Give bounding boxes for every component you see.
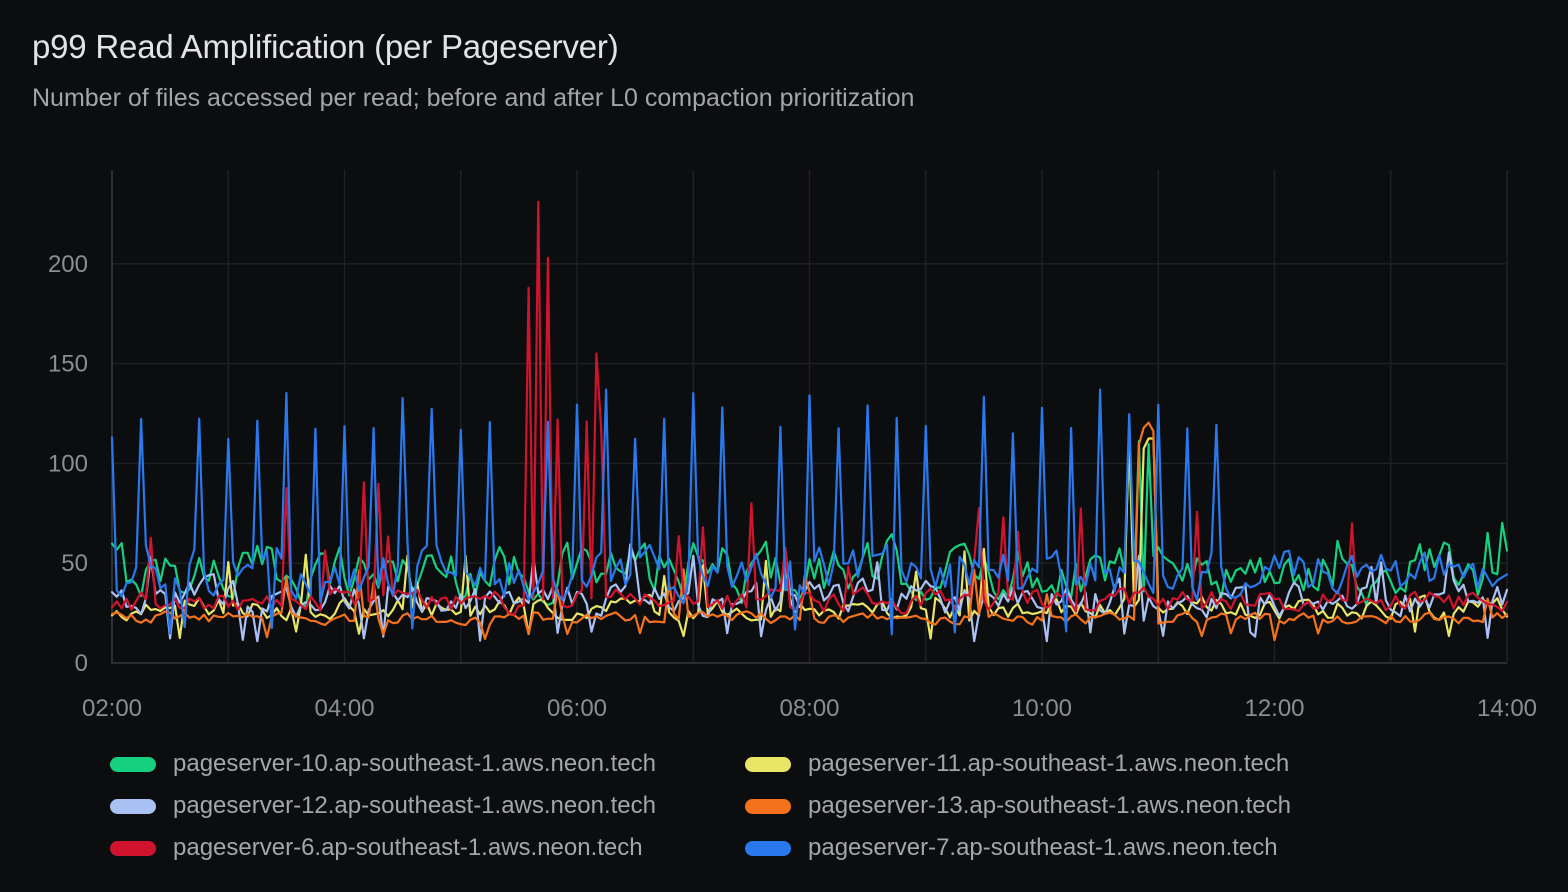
series-color-swatch [745, 798, 791, 814]
x-tick-label: 04:00 [314, 695, 374, 722]
chart-legend: pageserver-10.ap-southeast-1.aws.neon.te… [110, 750, 1291, 862]
series-line-3 [110, 421, 1509, 642]
x-tick-label: 14:00 [1477, 695, 1537, 722]
series-color-swatch [110, 840, 156, 856]
x-tick-label: 12:00 [1244, 695, 1304, 722]
series-color-swatch [745, 756, 791, 772]
axis-labels: 0 50 100 150 200 02:00 04:00 06:00 08:00 10:00 12:… [48, 251, 1537, 722]
legend-label: pageserver-13.ap-southeast-1.aws.neon.te… [808, 792, 1291, 819]
x-tick-label: 08:00 [779, 695, 839, 722]
series-line-5 [110, 388, 1509, 636]
x-tick-label: 02:00 [82, 695, 142, 722]
legend-label: pageserver-11.ap-southeast-1.aws.neon.te… [808, 750, 1290, 777]
series-color-swatch [110, 756, 156, 772]
panel-title: p99 Read Amplification (per Pageserver) [32, 28, 619, 65]
legend-item-pageserver-12[interactable]: pageserver-12.ap-southeast-1.aws.neon.te… [110, 792, 745, 820]
legend-label: pageserver-7.ap-southeast-1.aws.neon.tec… [808, 834, 1278, 861]
y-tick-label: 100 [48, 450, 88, 477]
series-line-4 [110, 200, 1509, 616]
legend-item-pageserver-13[interactable]: pageserver-13.ap-southeast-1.aws.neon.te… [745, 792, 1291, 820]
series-color-swatch [745, 840, 791, 856]
panel-subtitle: Number of files accessed per read; befor… [32, 84, 915, 112]
series-line-0 [110, 440, 1509, 609]
y-tick-label: 150 [48, 351, 88, 378]
x-tick-label: 10:00 [1012, 695, 1072, 722]
legend-label: pageserver-12.ap-southeast-1.aws.neon.te… [173, 792, 656, 819]
legend-label: pageserver-10.ap-southeast-1.aws.neon.te… [173, 750, 656, 777]
series-line-2 [110, 543, 1509, 643]
legend-item-pageserver-6[interactable]: pageserver-6.ap-southeast-1.aws.neon.tec… [110, 834, 745, 862]
series-color-swatch [110, 798, 156, 814]
y-tick-label: 50 [61, 550, 88, 577]
x-tick-label: 06:00 [547, 695, 607, 722]
legend-item-pageserver-10[interactable]: pageserver-10.ap-southeast-1.aws.neon.te… [110, 750, 745, 778]
legend-label: pageserver-6.ap-southeast-1.aws.neon.tec… [173, 834, 643, 861]
y-tick-label: 0 [75, 650, 88, 677]
legend-item-pageserver-11[interactable]: pageserver-11.ap-southeast-1.aws.neon.te… [745, 750, 1291, 778]
legend-item-pageserver-7[interactable]: pageserver-7.ap-southeast-1.aws.neon.tec… [745, 834, 1291, 862]
y-tick-label: 200 [48, 251, 88, 278]
